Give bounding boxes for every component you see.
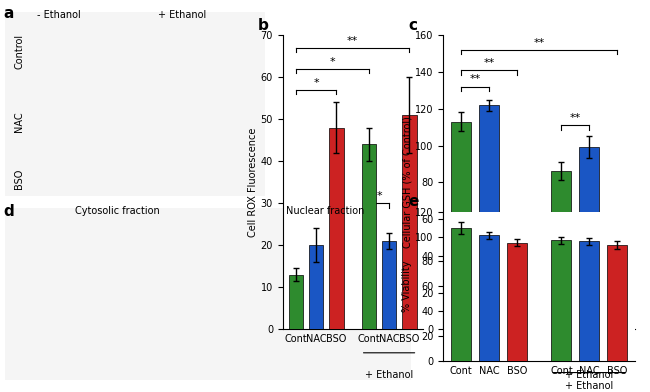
Y-axis label: Cell ROX Fluorescence: Cell ROX Fluorescence bbox=[248, 127, 258, 237]
Text: - Ethanol: - Ethanol bbox=[36, 10, 81, 20]
Bar bbox=[329, 128, 344, 329]
Text: *: * bbox=[313, 78, 319, 87]
Text: **: ** bbox=[347, 36, 358, 45]
Text: *: * bbox=[330, 56, 335, 67]
Bar bbox=[579, 241, 599, 361]
Text: a: a bbox=[3, 6, 14, 21]
Y-axis label: % Viability: % Viability bbox=[402, 260, 412, 312]
Bar bbox=[479, 105, 499, 329]
Text: + Ethanol: + Ethanol bbox=[565, 370, 614, 381]
Text: + Ethanol: + Ethanol bbox=[565, 381, 614, 392]
Text: BSO: BSO bbox=[14, 168, 24, 189]
Text: Control: Control bbox=[14, 33, 24, 69]
Text: **: ** bbox=[569, 113, 581, 123]
Bar bbox=[402, 115, 417, 329]
Text: d: d bbox=[3, 204, 14, 219]
Bar bbox=[551, 240, 571, 361]
Bar bbox=[382, 241, 396, 329]
Bar bbox=[451, 228, 471, 361]
Bar bbox=[289, 275, 303, 329]
Text: *: * bbox=[376, 191, 382, 201]
Text: Nuclear fraction: Nuclear fraction bbox=[286, 206, 364, 216]
Bar bbox=[451, 122, 471, 329]
Bar bbox=[361, 145, 376, 329]
Y-axis label: Cellular GSH (% of Control): Cellular GSH (% of Control) bbox=[402, 116, 412, 248]
Bar bbox=[607, 225, 627, 329]
Bar bbox=[551, 171, 571, 329]
Bar bbox=[507, 227, 527, 329]
Bar bbox=[607, 245, 627, 361]
Text: b: b bbox=[257, 18, 268, 33]
Bar bbox=[309, 245, 324, 329]
Text: + Ethanol: + Ethanol bbox=[365, 370, 413, 381]
Text: Cytosolic fraction: Cytosolic fraction bbox=[75, 206, 159, 216]
Text: NAC: NAC bbox=[14, 111, 24, 132]
Text: **: ** bbox=[470, 74, 481, 84]
Text: c: c bbox=[409, 18, 418, 33]
Bar bbox=[507, 243, 527, 361]
Text: **: ** bbox=[534, 38, 545, 47]
Bar bbox=[479, 235, 499, 361]
Bar bbox=[579, 147, 599, 329]
Text: e: e bbox=[409, 194, 419, 209]
Text: **: ** bbox=[484, 58, 495, 68]
Text: + Ethanol: + Ethanol bbox=[158, 10, 206, 20]
